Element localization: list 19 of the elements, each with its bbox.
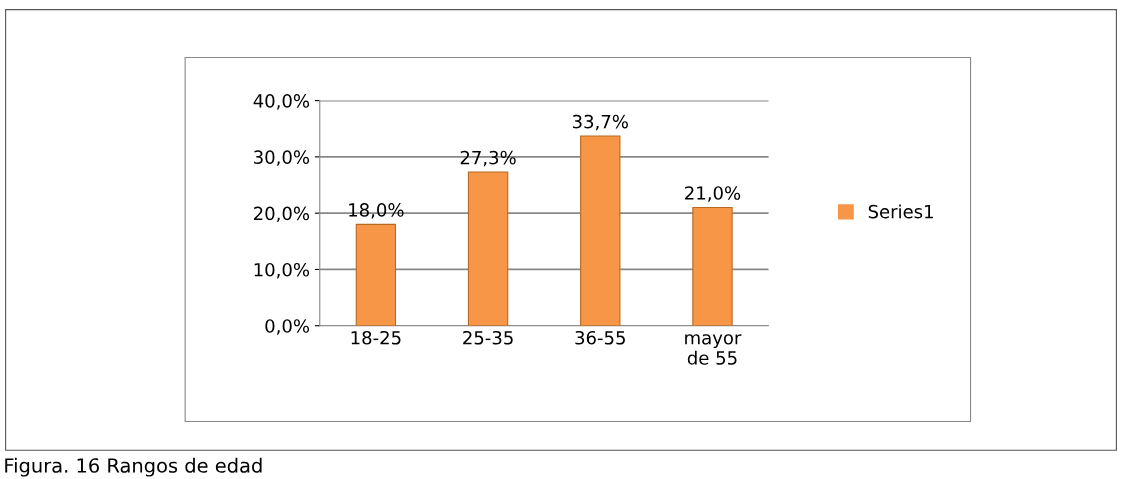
x-tick-label: mayor de 55 — [685, 334, 742, 365]
y-tick-label: 0,0% — [265, 319, 310, 335]
data-label: 33,7% — [572, 114, 628, 131]
x-tick-label: 36-55 — [575, 330, 625, 345]
text: Figura. 16 Rangos de edad — [5, 457, 262, 477]
data-label: 27,3% — [460, 150, 516, 167]
x-tick-label: 18-25 — [351, 330, 401, 345]
bar — [692, 206, 733, 326]
bar — [355, 223, 397, 326]
y-tick-label: 30,0% — [254, 150, 310, 166]
data-label: 21,0% — [685, 186, 741, 202]
bar — [467, 171, 509, 326]
legend-label: Series1 — [868, 204, 933, 219]
y-tick-label: 10,0% — [254, 262, 310, 279]
y-tick-label: 40,0% — [253, 94, 310, 110]
x-tick-label: 25-35 — [463, 330, 513, 345]
y-tick-label: 20,0% — [254, 206, 310, 223]
bar — [580, 135, 621, 326]
data-label: 18,0% — [349, 203, 404, 219]
